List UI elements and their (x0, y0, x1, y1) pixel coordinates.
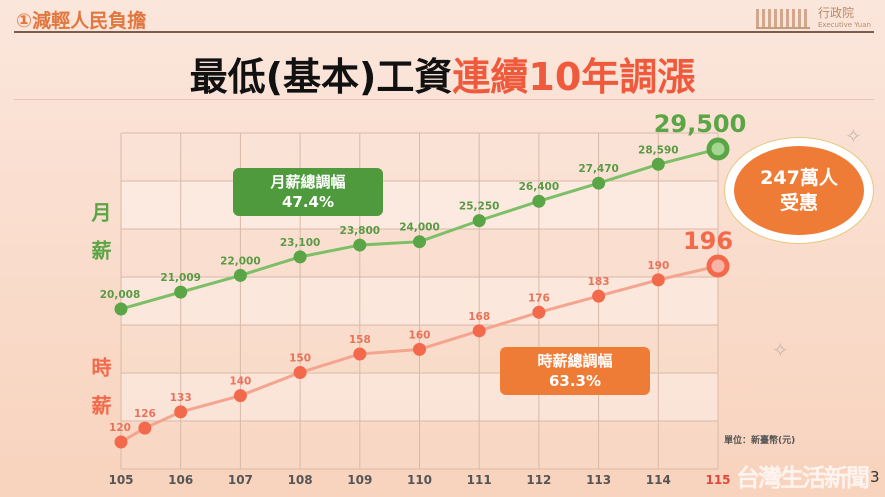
monthly-point (353, 238, 367, 252)
monthly-data-label: 25,250 (459, 201, 500, 213)
logo-text: 行政院 (818, 6, 855, 20)
x-tick-label: 106 (168, 473, 193, 487)
hourly-data-label: 120 (109, 422, 131, 434)
monthly-total-title: 月薪總調幅 (270, 173, 346, 191)
x-tick-label: 110 (407, 473, 432, 487)
hourly-data-label: 168 (468, 311, 490, 323)
hourly-data-label: 176 (528, 292, 550, 304)
monthly-point (293, 250, 307, 264)
section-title: ①減輕人民負擔 (16, 10, 147, 32)
hourly-total-box: 時薪總調幅 63.3% (500, 347, 650, 395)
hourly-data-label: 190 (647, 260, 669, 272)
hourly-data-label: 160 (409, 329, 431, 341)
hourly-point (472, 324, 486, 338)
x-tick-label: 113 (586, 473, 611, 487)
x-tick-label: 112 (526, 473, 551, 487)
hourly-point (233, 389, 247, 403)
sparkle-icon: ✧ (845, 124, 862, 148)
hourly-point (651, 273, 665, 287)
monthly-data-label: 20,008 (100, 289, 141, 301)
unit-note: 單位：新臺幣(元) (724, 436, 796, 446)
hourly-point-final (706, 254, 730, 278)
monthly-final-label: 29,500 (654, 110, 747, 138)
monthly-point (114, 302, 128, 316)
monthly-data-label: 21,009 (160, 272, 201, 284)
hourly-line (120, 264, 719, 444)
hourly-total-value: 63.3% (548, 372, 602, 390)
monthly-data-label: 28,590 (638, 144, 679, 156)
monthly-data-label: 27,470 (578, 163, 619, 175)
monthly-point (472, 214, 486, 228)
monthly-data-label: 23,100 (280, 237, 321, 249)
logo-subtext: Executive Yuan (818, 21, 871, 29)
monthly-point (532, 194, 546, 208)
beneficiaries-callout: 247萬人 受惠 (724, 137, 874, 244)
watermark: 台灣生活新聞 (736, 464, 870, 492)
x-tick-label: 111 (467, 473, 492, 487)
hourly-point (293, 366, 307, 380)
callout-line2: 受惠 (779, 191, 818, 214)
title-black: 最低(基本)工資 (189, 55, 453, 99)
x-tick-label: 114 (646, 473, 671, 487)
x-tick-label: 115 (705, 473, 730, 487)
sparkle-icon: ✧ (772, 338, 789, 362)
hourly-point (592, 289, 606, 303)
hourly-final-label: 196 (683, 227, 733, 255)
monthly-data-label: 24,000 (399, 222, 440, 234)
monthly-point (413, 235, 426, 249)
hourly-point (138, 421, 152, 435)
monthly-total-value: 47.4% (281, 193, 335, 211)
monthly-point (174, 285, 188, 299)
monthly-data-label: 22,000 (220, 255, 261, 267)
hourly-data-label: 150 (289, 353, 311, 365)
monthly-point (651, 157, 665, 171)
page-title: 最低(基本)工資連續10年調漲 (0, 46, 885, 101)
hourly-point (413, 342, 426, 356)
monthly-data-label: 26,400 (519, 181, 560, 193)
hourly-label: 時薪 (88, 357, 112, 433)
monthly-point-final (706, 137, 730, 161)
x-tick-label: 108 (288, 473, 313, 487)
callout-line1: 247萬人 (760, 166, 838, 189)
monthly-total-box: 月薪總調幅 47.4% (233, 168, 383, 216)
monthly-label: 月薪 (88, 202, 112, 278)
hourly-total-title: 時薪總調幅 (537, 352, 613, 370)
hourly-data-label: 183 (588, 276, 610, 288)
monthly-data-label: 23,800 (340, 225, 381, 237)
building-icon (756, 9, 810, 29)
title-red: 連續10年調漲 (452, 55, 696, 99)
monthly-point (233, 268, 247, 282)
hourly-data-label: 140 (229, 376, 251, 388)
executive-yuan-logo: 行政院 Executive Yuan (756, 7, 871, 31)
hourly-data-label: 126 (134, 408, 156, 420)
page-number: 3 (870, 468, 880, 486)
hourly-point (174, 405, 188, 419)
x-tick-label: 109 (347, 473, 372, 487)
hourly-point (353, 347, 367, 361)
monthly-point (592, 176, 606, 190)
x-tick-label: 105 (108, 473, 133, 487)
hourly-data-label: 133 (170, 392, 192, 404)
title-divider (14, 99, 874, 100)
hourly-point (532, 305, 546, 319)
x-tick-label: 107 (228, 473, 253, 487)
hourly-data-label: 158 (349, 334, 371, 346)
hourly-point (114, 435, 128, 449)
header-divider (14, 31, 874, 33)
